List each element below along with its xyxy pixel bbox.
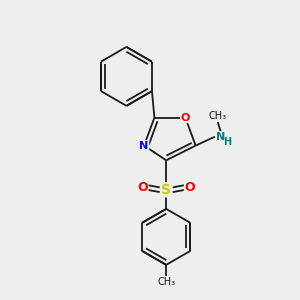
Text: CH₃: CH₃ <box>209 110 227 121</box>
Text: N: N <box>216 132 225 142</box>
Text: H: H <box>224 137 232 147</box>
Text: O: O <box>184 181 195 194</box>
Text: S: S <box>161 183 171 197</box>
Text: N: N <box>140 141 149 151</box>
Text: O: O <box>137 181 148 194</box>
Text: O: O <box>181 112 190 123</box>
Text: CH₃: CH₃ <box>157 277 175 287</box>
